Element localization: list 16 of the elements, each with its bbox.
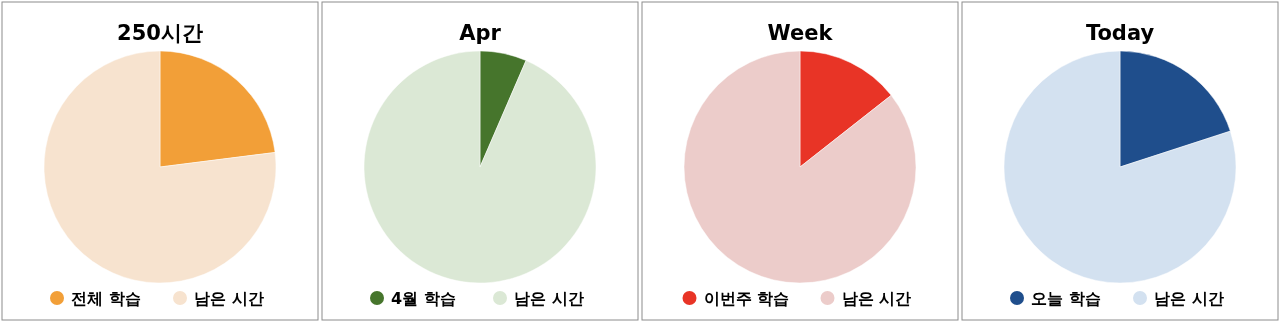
pie-slice <box>1003 50 1237 284</box>
pie-slice <box>683 50 917 284</box>
chart-title: Apr <box>459 21 502 45</box>
legend-label: 남은 시간 <box>194 289 264 308</box>
legend-label: 4월 학습 <box>391 289 456 308</box>
legend-label: 남은 시간 <box>514 289 584 308</box>
legend-label: 남은 시간 <box>1154 289 1224 308</box>
chart-title: 250시간 <box>117 21 203 45</box>
pie-slice <box>363 50 597 284</box>
legend-label: 오늘 학습 <box>1031 289 1101 308</box>
pie-slice <box>43 50 277 284</box>
legend-label: 남은 시간 <box>841 289 912 308</box>
legend-label: 전체 학습 <box>71 289 141 308</box>
chart-title: Week <box>767 21 834 45</box>
legend-label: 이번주 학습 <box>703 289 790 308</box>
chart-title: Today <box>1085 21 1155 45</box>
